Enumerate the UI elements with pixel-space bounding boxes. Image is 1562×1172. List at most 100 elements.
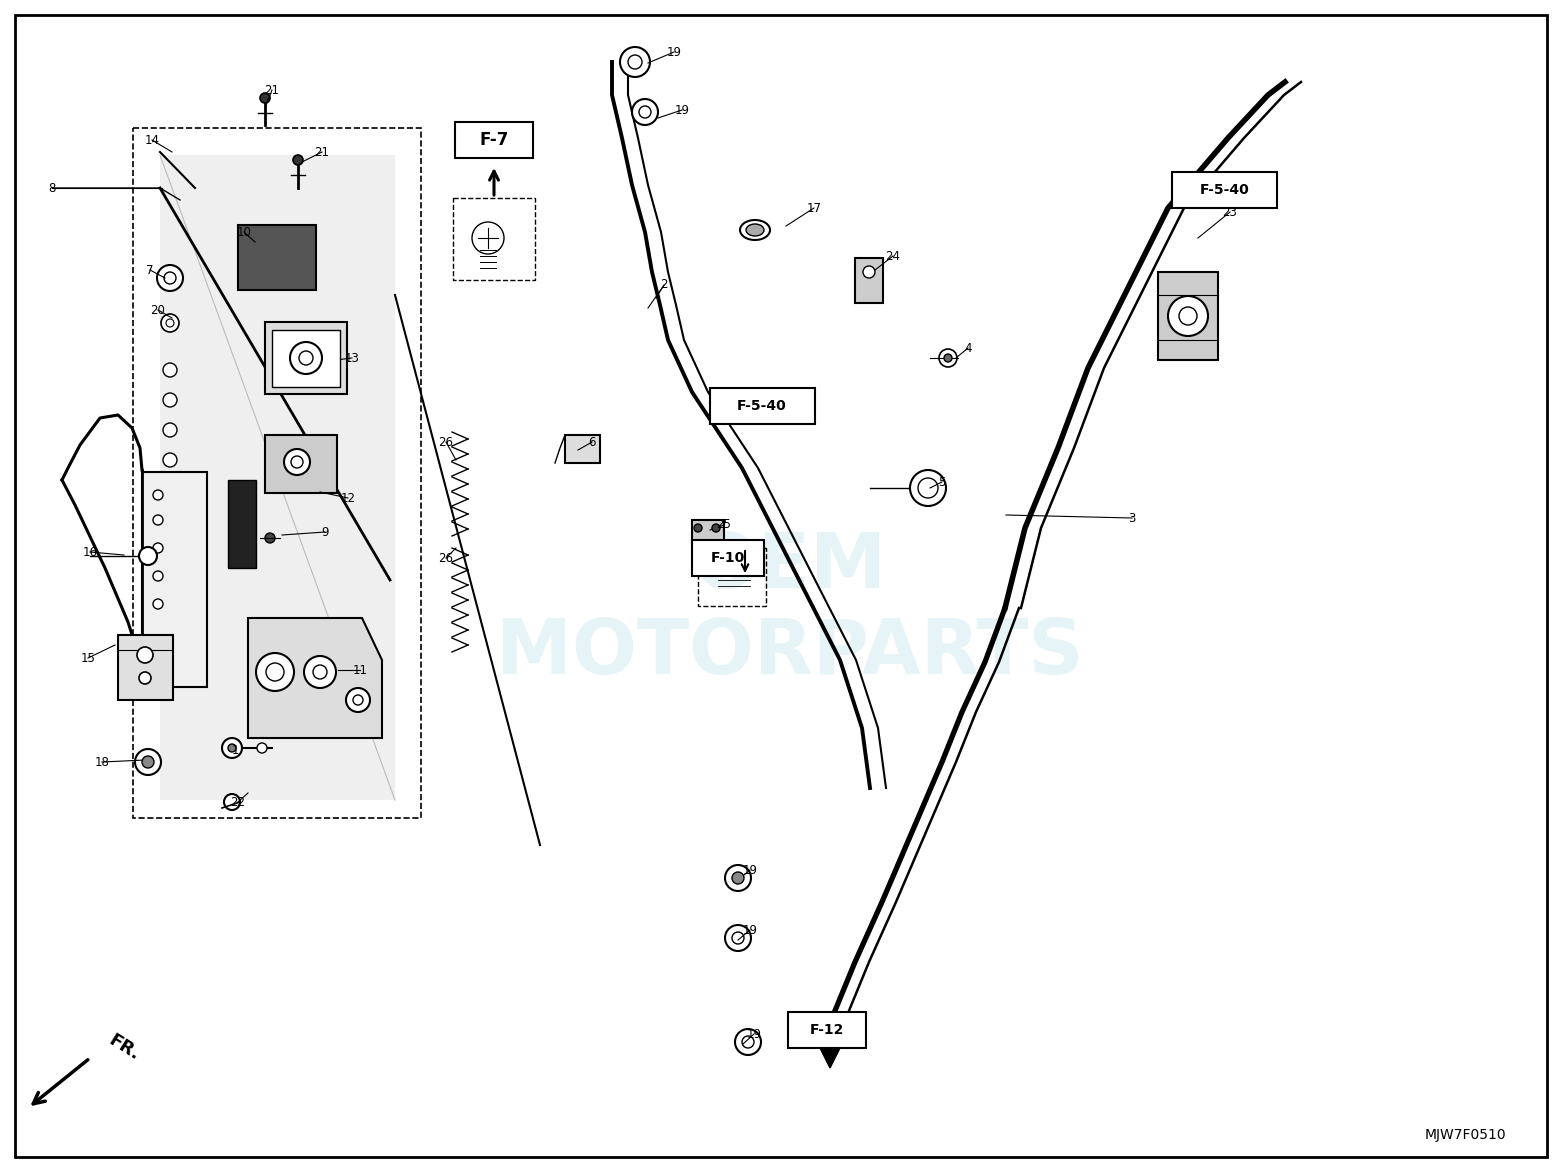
- Circle shape: [939, 349, 958, 367]
- Circle shape: [291, 342, 322, 374]
- Bar: [266, 435, 337, 493]
- Text: F-10: F-10: [711, 551, 745, 565]
- Circle shape: [222, 738, 242, 758]
- Text: 1: 1: [231, 743, 239, 756]
- Circle shape: [733, 932, 744, 943]
- Polygon shape: [820, 1048, 840, 1068]
- Circle shape: [291, 456, 303, 468]
- Text: 7: 7: [147, 264, 153, 277]
- Text: 23: 23: [1223, 205, 1237, 218]
- Text: 22: 22: [231, 796, 245, 809]
- Circle shape: [266, 663, 284, 681]
- Text: 19: 19: [742, 864, 758, 877]
- Text: OEM
MOTORPARTS: OEM MOTORPARTS: [497, 530, 1084, 690]
- Circle shape: [137, 647, 153, 663]
- Circle shape: [298, 350, 312, 364]
- Text: MJW7F0510: MJW7F0510: [1425, 1127, 1506, 1142]
- Circle shape: [256, 653, 294, 691]
- Text: F-5-40: F-5-40: [1200, 183, 1250, 197]
- Bar: [1157, 272, 1218, 360]
- Bar: [453, 198, 536, 280]
- Text: 19: 19: [667, 46, 681, 59]
- Bar: [237, 225, 316, 289]
- Text: 18: 18: [95, 756, 109, 769]
- Bar: [266, 322, 347, 394]
- Text: 14: 14: [145, 134, 159, 146]
- Circle shape: [918, 478, 939, 498]
- Bar: [455, 122, 533, 158]
- Circle shape: [258, 743, 267, 752]
- Bar: [119, 635, 173, 700]
- Text: 25: 25: [717, 518, 731, 531]
- Circle shape: [472, 222, 505, 254]
- Bar: [698, 548, 765, 606]
- Text: 13: 13: [345, 352, 359, 364]
- Text: 10: 10: [236, 225, 251, 238]
- Circle shape: [725, 865, 751, 891]
- Bar: [692, 520, 725, 541]
- Bar: [272, 331, 341, 387]
- Circle shape: [161, 314, 180, 332]
- Text: 26: 26: [439, 552, 453, 565]
- Circle shape: [694, 524, 701, 532]
- Bar: [565, 435, 600, 463]
- Circle shape: [712, 524, 720, 532]
- Circle shape: [742, 1036, 754, 1048]
- Text: 4: 4: [964, 341, 972, 354]
- Circle shape: [266, 533, 275, 543]
- Bar: [1172, 172, 1278, 207]
- Text: 8: 8: [48, 182, 56, 195]
- Circle shape: [139, 672, 152, 684]
- Circle shape: [736, 1029, 761, 1055]
- Circle shape: [153, 599, 162, 609]
- Circle shape: [223, 793, 241, 810]
- Circle shape: [911, 470, 947, 506]
- Circle shape: [142, 756, 155, 768]
- Circle shape: [284, 449, 309, 475]
- Text: 20: 20: [150, 304, 166, 316]
- Bar: [228, 481, 256, 568]
- Text: F-7: F-7: [480, 131, 509, 149]
- Text: 24: 24: [886, 250, 901, 263]
- Circle shape: [166, 319, 173, 327]
- Bar: [692, 540, 764, 575]
- Text: FR.: FR.: [105, 1031, 142, 1064]
- Circle shape: [162, 393, 177, 407]
- Text: 21: 21: [264, 83, 280, 96]
- Text: 19: 19: [742, 924, 758, 936]
- Circle shape: [1179, 307, 1196, 325]
- Circle shape: [943, 354, 951, 362]
- Text: 11: 11: [353, 663, 367, 676]
- Circle shape: [620, 47, 650, 77]
- Circle shape: [633, 98, 658, 125]
- Circle shape: [162, 454, 177, 466]
- Text: 5: 5: [939, 476, 945, 489]
- Bar: [787, 1011, 865, 1048]
- Bar: [142, 472, 208, 687]
- Circle shape: [162, 363, 177, 377]
- Circle shape: [312, 665, 326, 679]
- Circle shape: [139, 547, 158, 565]
- Circle shape: [733, 872, 744, 884]
- Text: 3: 3: [1128, 511, 1136, 525]
- Text: 21: 21: [314, 145, 330, 158]
- Circle shape: [153, 490, 162, 500]
- Bar: [133, 128, 422, 818]
- Circle shape: [353, 695, 362, 706]
- Text: F-12: F-12: [809, 1023, 843, 1037]
- Text: 9: 9: [322, 525, 328, 538]
- Circle shape: [639, 105, 651, 118]
- Circle shape: [1168, 297, 1207, 336]
- Circle shape: [134, 749, 161, 775]
- Circle shape: [628, 55, 642, 69]
- Text: 6: 6: [589, 436, 595, 449]
- Text: 15: 15: [81, 652, 95, 665]
- Text: 12: 12: [341, 491, 356, 504]
- Polygon shape: [159, 155, 395, 800]
- Ellipse shape: [747, 224, 764, 236]
- Circle shape: [305, 656, 336, 688]
- Circle shape: [862, 266, 875, 278]
- Circle shape: [725, 925, 751, 950]
- Text: 17: 17: [806, 202, 822, 214]
- Bar: [854, 258, 883, 304]
